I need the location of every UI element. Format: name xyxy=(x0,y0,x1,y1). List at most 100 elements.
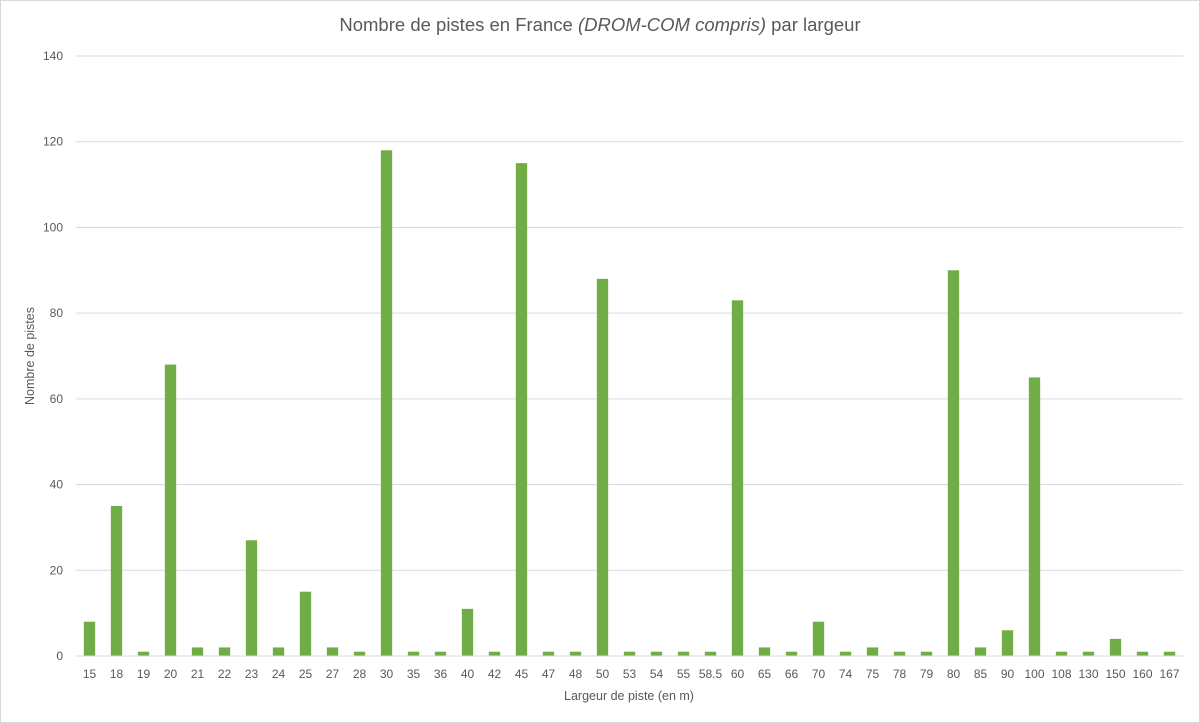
bar-23 xyxy=(245,540,258,656)
bar-65 xyxy=(758,647,771,656)
bar-25 xyxy=(299,591,312,656)
x-tick-label: 66 xyxy=(785,667,799,681)
gridlines xyxy=(76,55,1183,571)
x-tick-label: 24 xyxy=(272,667,286,681)
x-tick-label: 50 xyxy=(596,667,610,681)
bars xyxy=(83,150,1176,657)
bar-80 xyxy=(947,270,960,656)
bar-22 xyxy=(218,647,231,656)
bar-167 xyxy=(1163,651,1176,656)
x-tick-label: 36 xyxy=(434,667,448,681)
x-tick-label: 47 xyxy=(542,667,556,681)
x-tick-label: 150 xyxy=(1105,667,1125,681)
x-tick-label: 160 xyxy=(1132,667,1152,681)
bar-79 xyxy=(920,651,933,656)
x-tick-label: 30 xyxy=(380,667,394,681)
y-tick-label: 140 xyxy=(43,49,63,63)
x-tick-label: 22 xyxy=(218,667,232,681)
x-tick-label: 74 xyxy=(839,667,853,681)
x-tick-label: 100 xyxy=(1024,667,1044,681)
x-tick-label: 25 xyxy=(299,667,313,681)
y-tick-label: 60 xyxy=(50,392,64,406)
bar-28 xyxy=(353,651,366,656)
x-tick-label: 48 xyxy=(569,667,583,681)
bar-75 xyxy=(866,647,879,656)
y-tick-label: 40 xyxy=(50,478,64,492)
bar-30 xyxy=(380,150,393,657)
bar-78 xyxy=(893,651,906,656)
x-tick-label: 45 xyxy=(515,667,529,681)
x-axis-title: Largeur de piste (en m) xyxy=(564,689,694,703)
y-tick-label: 20 xyxy=(50,563,64,577)
bar-48 xyxy=(569,651,582,656)
x-tick-label: 54 xyxy=(650,667,664,681)
y-tick-labels: 0 20 40 60 80 100 120 140 xyxy=(43,49,63,663)
bar-45 xyxy=(515,163,528,656)
x-tick-label: 167 xyxy=(1159,667,1179,681)
x-tick-label: 35 xyxy=(407,667,421,681)
bar-74 xyxy=(839,651,852,656)
bar-18 xyxy=(110,506,123,656)
x-tick-label: 58.5 xyxy=(699,667,723,681)
x-tick-label: 75 xyxy=(866,667,880,681)
bar-50 xyxy=(596,278,609,656)
x-tick-label: 78 xyxy=(893,667,907,681)
bar-20 xyxy=(164,364,177,656)
x-tick-label: 65 xyxy=(758,667,772,681)
bar-35 xyxy=(407,651,420,656)
x-tick-label: 80 xyxy=(947,667,961,681)
chart-title-italic: (DROM-COM compris) xyxy=(577,14,766,35)
x-tick-label: 18 xyxy=(110,667,124,681)
x-tick-labels: 15 18 19 20 21 22 23 24 25 27 28 30 35 36 40 42 45 47 48 50… xyxy=(83,667,1180,681)
bar-36 xyxy=(434,651,447,656)
bar-130 xyxy=(1082,651,1095,656)
x-tick-label: 19 xyxy=(137,667,151,681)
x-tick-label: 42 xyxy=(488,667,502,681)
bar-21 xyxy=(191,647,204,656)
bar-19 xyxy=(137,651,150,656)
bar-15 xyxy=(83,621,96,656)
bar-90 xyxy=(1001,630,1014,656)
x-tick-label: 90 xyxy=(1001,667,1015,681)
bar-47 xyxy=(542,651,555,656)
bar-85 xyxy=(974,647,987,656)
x-tick-label: 130 xyxy=(1078,667,1098,681)
x-tick-label: 60 xyxy=(731,667,745,681)
bar-70 xyxy=(812,621,825,656)
y-axis-title: Nombre de pistes xyxy=(23,307,37,405)
chart-title: Nombre de pistes en France (DROM-COM com… xyxy=(0,14,1200,36)
chart-title-prefix: Nombre de pistes en France xyxy=(339,14,578,35)
bar-60 xyxy=(731,300,744,656)
x-tick-label: 85 xyxy=(974,667,988,681)
bar-40 xyxy=(461,608,474,656)
y-tick-label: 120 xyxy=(43,135,63,149)
x-tick-label: 40 xyxy=(461,667,475,681)
bar-150 xyxy=(1109,638,1122,656)
bar-54 xyxy=(650,651,663,656)
y-tick-label: 100 xyxy=(43,220,63,234)
bar-42 xyxy=(488,651,501,656)
x-tick-label: 53 xyxy=(623,667,637,681)
y-tick-label: 0 xyxy=(56,649,63,663)
chart-title-suffix: par largeur xyxy=(766,14,861,35)
bar-58.5 xyxy=(704,651,717,656)
x-tick-label: 27 xyxy=(326,667,340,681)
x-tick-label: 108 xyxy=(1051,667,1071,681)
x-tick-label: 79 xyxy=(920,667,934,681)
bar-55 xyxy=(677,651,690,656)
y-tick-label: 80 xyxy=(50,306,64,320)
bar-100 xyxy=(1028,377,1041,656)
bar-53 xyxy=(623,651,636,656)
x-tick-label: 20 xyxy=(164,667,178,681)
x-tick-label: 28 xyxy=(353,667,367,681)
bar-160 xyxy=(1136,651,1149,656)
bar-27 xyxy=(326,647,339,656)
x-tick-label: 23 xyxy=(245,667,259,681)
bar-108 xyxy=(1055,651,1068,656)
bar-24 xyxy=(272,647,285,656)
x-tick-label: 15 xyxy=(83,667,97,681)
bar-66 xyxy=(785,651,798,656)
x-tick-label: 55 xyxy=(677,667,691,681)
x-tick-label: 70 xyxy=(812,667,826,681)
